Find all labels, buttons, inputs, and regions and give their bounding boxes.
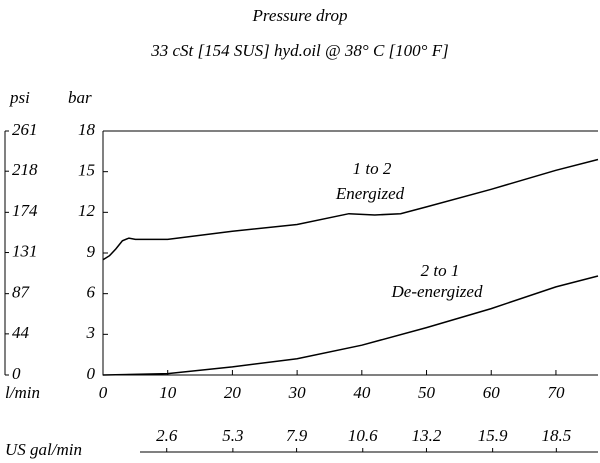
- y2-axis-label: psi: [9, 88, 30, 107]
- y-tick-label: 6: [87, 283, 96, 302]
- x-tick-label: 20: [224, 383, 242, 402]
- y2-tick-label: 218: [12, 160, 38, 179]
- x2-tick-label: 7.9: [286, 426, 308, 445]
- y-tick-label: 9: [87, 242, 96, 261]
- x-tick-label: 0: [99, 383, 108, 402]
- annotation: 1 to 2: [353, 159, 392, 178]
- y-tick-label: 0: [87, 364, 96, 383]
- x2-tick-label: 18.5: [541, 426, 571, 445]
- y2-tick-label: 261: [12, 120, 38, 139]
- x-tick-label: 10: [159, 383, 177, 402]
- y-tick-label: 3: [86, 323, 96, 342]
- x-tick-label: 60: [483, 383, 501, 402]
- x2-tick-label: 15.9: [478, 426, 508, 445]
- x2-tick-label: 5.3: [222, 426, 243, 445]
- annotation: Energized: [335, 184, 405, 203]
- chart-subtitle: 33 cSt [154 SUS] hyd.oil @ 38° C [100° F…: [150, 41, 448, 60]
- x-tick-label: 30: [288, 383, 307, 402]
- plot-frame: [102, 130, 598, 376]
- annotation: De-energized: [391, 282, 483, 301]
- y-tick-label: 12: [78, 201, 96, 220]
- x2-tick-label: 13.2: [412, 426, 442, 445]
- y2-tick-label: 87: [12, 283, 31, 302]
- x-axis-label: l/min: [5, 383, 40, 402]
- x-tick-label: 70: [547, 383, 565, 402]
- x-tick-label: 40: [353, 383, 371, 402]
- y2-tick-label: 44: [12, 323, 30, 342]
- chart-title: Pressure drop: [252, 6, 348, 25]
- annotation-bg: [350, 158, 394, 178]
- annotation-bg: [388, 281, 485, 301]
- series-line: [102, 158, 599, 261]
- x2-tick-label: 2.6: [156, 426, 178, 445]
- y2-tick-label: 0: [12, 364, 21, 383]
- annotation-bg: [418, 260, 462, 280]
- annotation: 2 to 1: [421, 261, 460, 280]
- x2-tick-label: 10.6: [348, 426, 378, 445]
- y2-tick-label: 131: [12, 241, 38, 260]
- x2-axis-label: US gal/min: [5, 440, 82, 459]
- x-tick-label: 50: [418, 383, 436, 402]
- y-axis-label: bar: [68, 88, 92, 107]
- series-line: [102, 275, 599, 376]
- annotation-bg: [332, 183, 407, 203]
- y2-tick-label: 174: [12, 201, 38, 220]
- y-tick-label: 18: [78, 120, 96, 139]
- y-tick-label: 15: [78, 161, 95, 180]
